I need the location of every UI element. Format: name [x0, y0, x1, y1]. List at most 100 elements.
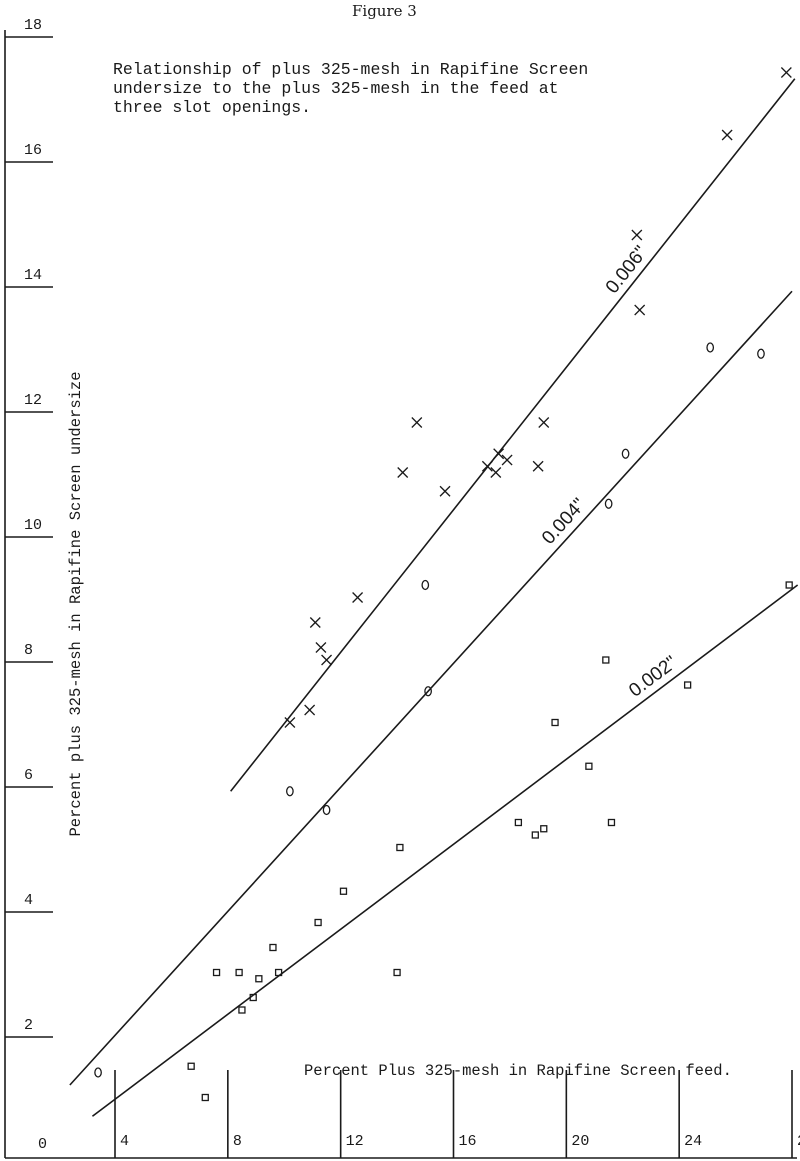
data-point-square	[249, 993, 257, 1002]
data-point-o	[706, 342, 715, 353]
data-point-x	[501, 454, 513, 466]
data-point-square	[255, 975, 263, 983]
data-point-x	[397, 467, 409, 478]
data-point-x-stroke	[321, 654, 333, 666]
data-point-square	[514, 818, 523, 827]
x-tick-label: 16	[459, 1133, 477, 1150]
data-point-o	[421, 579, 430, 591]
data-point-square	[393, 968, 401, 977]
fit-line	[230, 78, 796, 792]
data-point-x	[309, 617, 321, 628]
data-point-x-stroke	[532, 460, 544, 472]
y-tick-label: 4	[24, 892, 33, 909]
data-point-square	[274, 968, 283, 977]
data-point-x	[532, 460, 544, 472]
data-point-square	[585, 762, 593, 770]
data-point-x-stroke	[284, 717, 296, 728]
series-label: 0.006"	[602, 242, 652, 298]
fit-lines	[69, 78, 799, 1117]
data-point-x-stroke	[481, 460, 493, 472]
data-point-x-stroke	[411, 417, 423, 428]
data-point-x	[304, 704, 316, 716]
data-point-o	[621, 448, 630, 459]
data-point-square	[235, 968, 243, 977]
data-point-x-stroke	[721, 129, 733, 141]
data-point-square	[339, 887, 348, 895]
data-point-x	[780, 67, 792, 78]
data-point-x	[631, 229, 643, 241]
data-point-x	[439, 485, 451, 497]
data-point-x-stroke	[352, 592, 364, 603]
x-tick-label: 28	[797, 1133, 800, 1150]
x-axis-label: Percent Plus 325-mesh in Rapifine Screen…	[304, 1062, 732, 1080]
series-group	[187, 581, 793, 1102]
data-point-square	[785, 581, 793, 589]
x-tick-label: 8	[233, 1133, 242, 1150]
data-point-x	[538, 417, 550, 428]
y-tick-label: 16	[24, 142, 42, 159]
data-point-x-stroke	[631, 229, 643, 241]
y-tick-label: 12	[24, 392, 42, 409]
data-point-x	[315, 642, 327, 653]
data-point-square	[238, 1006, 246, 1014]
data-point-x-stroke	[315, 642, 327, 653]
data-point-x-stroke	[490, 467, 502, 478]
y-tick-label: 6	[24, 767, 33, 784]
data-point-x	[321, 654, 333, 666]
data-point-x-stroke	[309, 617, 321, 628]
origin-label: 0	[38, 1136, 47, 1153]
data-point-square	[396, 843, 404, 852]
data-point-x-stroke	[304, 704, 316, 716]
figure-label: Figure 3	[352, 2, 417, 20]
x-tick-label: 20	[571, 1133, 589, 1150]
text-labels: 2468101214161848121620242800.006"0.004"0…	[24, 17, 800, 1153]
data-point-x	[352, 592, 364, 603]
y-tick-label: 8	[24, 642, 33, 659]
data-point-square	[531, 831, 539, 839]
data-point-x-stroke	[397, 467, 409, 478]
data-point-square	[607, 818, 616, 827]
y-tick-label: 18	[24, 17, 42, 34]
series-group	[94, 342, 765, 1078]
data-point-o	[757, 348, 765, 359]
y-tick-label: 2	[24, 1017, 33, 1034]
x-tick-label: 4	[120, 1133, 129, 1150]
data-point-o	[424, 686, 432, 697]
data-point-x-stroke	[501, 454, 513, 466]
data-point-square	[187, 1062, 195, 1070]
y-tick-label: 14	[24, 267, 42, 284]
data-point-o	[94, 1067, 102, 1078]
axes	[4, 30, 797, 1159]
data-point-square	[540, 825, 548, 833]
data-point-o	[604, 498, 613, 509]
data-point-x	[481, 460, 493, 472]
data-point-square	[602, 656, 610, 664]
data-point-x-stroke	[634, 304, 646, 316]
data-point-square	[551, 718, 559, 727]
data-point-x-stroke	[780, 67, 792, 78]
data-point-x	[284, 717, 296, 728]
data-point-square	[212, 968, 221, 977]
data-point-x	[411, 417, 423, 428]
data-point-square	[269, 943, 277, 952]
data-point-x-stroke	[439, 485, 451, 497]
data-point-x	[634, 304, 646, 316]
data-point-x-stroke	[493, 448, 505, 460]
chart-title: Relationship of plus 325-mesh in Rapifin…	[113, 60, 589, 117]
data-point-x	[721, 129, 733, 141]
data-point-o	[286, 786, 294, 797]
x-tick-label: 24	[684, 1133, 702, 1150]
y-tick-label: 10	[24, 517, 42, 534]
data-markers	[94, 67, 793, 1102]
x-tick-label: 12	[346, 1133, 364, 1150]
series-group	[284, 67, 792, 728]
data-point-square	[683, 681, 692, 689]
data-point-x	[490, 467, 502, 478]
fit-line	[91, 584, 799, 1117]
data-point-o	[322, 804, 331, 816]
data-point-x-stroke	[538, 417, 550, 428]
data-point-square	[314, 918, 322, 927]
data-point-square	[201, 1093, 209, 1102]
data-point-x	[493, 448, 505, 460]
